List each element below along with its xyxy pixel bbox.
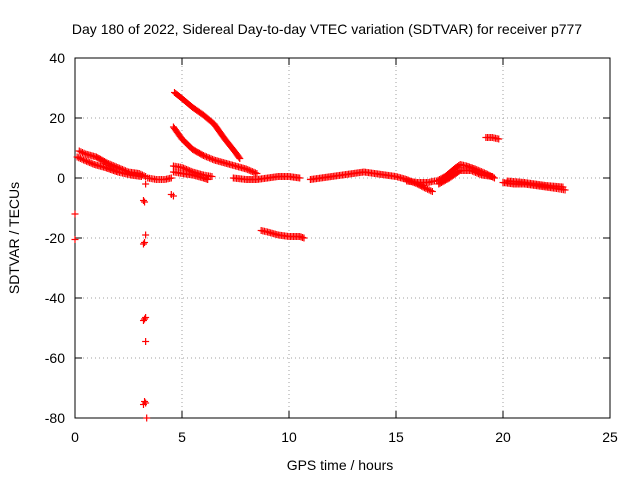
data-point-flat-11h-17h — [425, 186, 433, 194]
data-point-main-lower — [80, 156, 88, 164]
x-tick-label: 0 — [71, 429, 79, 445]
data-point-low-5h — [208, 173, 216, 180]
data-point-isolated — [139, 197, 147, 204]
data-point-isolated — [141, 315, 149, 323]
data-point-main-upper — [77, 148, 85, 156]
y-axis-title: SDTVAR / TECUs — [6, 182, 22, 294]
data-point-isolated — [71, 210, 79, 218]
data-point-main-lower — [83, 157, 91, 165]
data-point-steep-mid — [201, 152, 209, 160]
data-point-steep-mid — [245, 166, 253, 174]
data-point-hump-17h-b — [467, 167, 475, 174]
data-point-steep-mid — [244, 166, 252, 174]
data-point-isolated — [141, 398, 149, 405]
x-axis-title: GPS time / hours — [287, 457, 394, 473]
y-tick-label: -60 — [45, 350, 65, 366]
data-point-main-upper — [103, 159, 111, 167]
data-point-isolated — [142, 338, 150, 345]
data-point-hump-17h-b — [475, 170, 483, 178]
x-tick-label: 25 — [602, 429, 618, 445]
data-point-isolated — [139, 317, 147, 324]
data-point-neg-20 — [300, 234, 308, 242]
data-point-hump-17h-b — [468, 167, 476, 175]
data-point-short-mid — [167, 174, 175, 182]
axis-ticks: 0 5 10 15 20 25 -80 -60 -40 -20 0 20 40 — [45, 50, 618, 445]
x-tick-label: 20 — [495, 429, 511, 445]
data-point-isolated — [141, 239, 149, 246]
data-point-hump-17h-b — [473, 169, 481, 177]
data-point-flat-11h-17h — [422, 185, 430, 192]
data-point-flat-11h-17h — [424, 185, 432, 193]
data-point-steep-high — [235, 153, 243, 161]
data-point-steep-mid — [204, 153, 212, 161]
data-point-main-upper — [75, 147, 83, 155]
chart-title: Day 180 of 2022, Sidereal Day-to-day VTE… — [72, 21, 582, 37]
data-point-main-lower — [73, 153, 81, 161]
data-point-main-lower — [78, 155, 86, 163]
y-tick-label: 20 — [49, 110, 65, 126]
data-point-isolated — [139, 240, 147, 248]
data-point-hump-17h-b — [470, 168, 478, 176]
data-point-flat-7h-11h — [296, 174, 304, 182]
x-tick-label: 15 — [388, 429, 404, 445]
data-point-steep-mid — [248, 168, 256, 176]
data-point-steep-mid — [207, 155, 215, 163]
data-point-steep-mid — [250, 168, 258, 176]
data-point-steep-mid — [206, 154, 214, 162]
data-point-main-lower — [84, 158, 92, 166]
data-points — [71, 89, 569, 422]
data-point-steep-mid — [247, 167, 255, 175]
x-tick-label: 5 — [178, 429, 186, 445]
data-point-isolated — [142, 231, 150, 239]
data-point-main-lower — [76, 155, 84, 162]
data-point-isolated — [71, 236, 79, 243]
grid — [75, 58, 610, 418]
data-point-main-lower — [87, 159, 95, 167]
data-point-steep-mid — [242, 165, 250, 173]
data-point-main-upper — [105, 160, 113, 168]
data-point-isolated — [142, 399, 150, 407]
data-point-flat-11h-17h — [428, 188, 436, 195]
data-point-main-upper — [78, 149, 86, 156]
data-point-low-5h — [178, 164, 186, 171]
y-tick-label: -80 — [45, 410, 65, 426]
data-point-flat-11h-17h — [427, 187, 435, 195]
data-point-hump-17h-b — [476, 170, 484, 178]
data-point-isolated — [142, 180, 150, 188]
x-tick-label: 10 — [281, 429, 297, 445]
data-point-low-5h-b — [204, 176, 212, 183]
data-point-hump-17h-b — [471, 168, 479, 176]
data-point-main-lower — [137, 173, 145, 180]
data-point-steep-high — [236, 155, 244, 162]
data-point-steep-mid — [253, 170, 261, 177]
data-point-steep-mid — [199, 152, 207, 159]
data-point-main-lower — [89, 160, 97, 168]
y-tick-label: 0 — [57, 170, 65, 186]
y-tick-label: 40 — [49, 50, 65, 66]
data-point-steep-mid — [251, 169, 259, 177]
y-tick-label: -20 — [45, 230, 65, 246]
data-point-isolated — [141, 198, 149, 206]
data-point-main-lower — [86, 159, 94, 167]
data-point-steep-mid — [202, 153, 210, 161]
data-point-hump-17h-b — [488, 173, 496, 180]
data-point-isolated-19h — [495, 135, 503, 143]
data-point-isolated — [169, 192, 177, 200]
data-point-isolated — [143, 414, 151, 422]
data-point-main-upper — [80, 149, 88, 157]
y-tick-label: -40 — [45, 290, 65, 306]
data-point-tail-20h-b — [559, 183, 567, 191]
data-point-main-lower — [81, 157, 89, 165]
data-point-steep-mid — [209, 155, 217, 163]
data-point-main-lower — [75, 154, 83, 162]
